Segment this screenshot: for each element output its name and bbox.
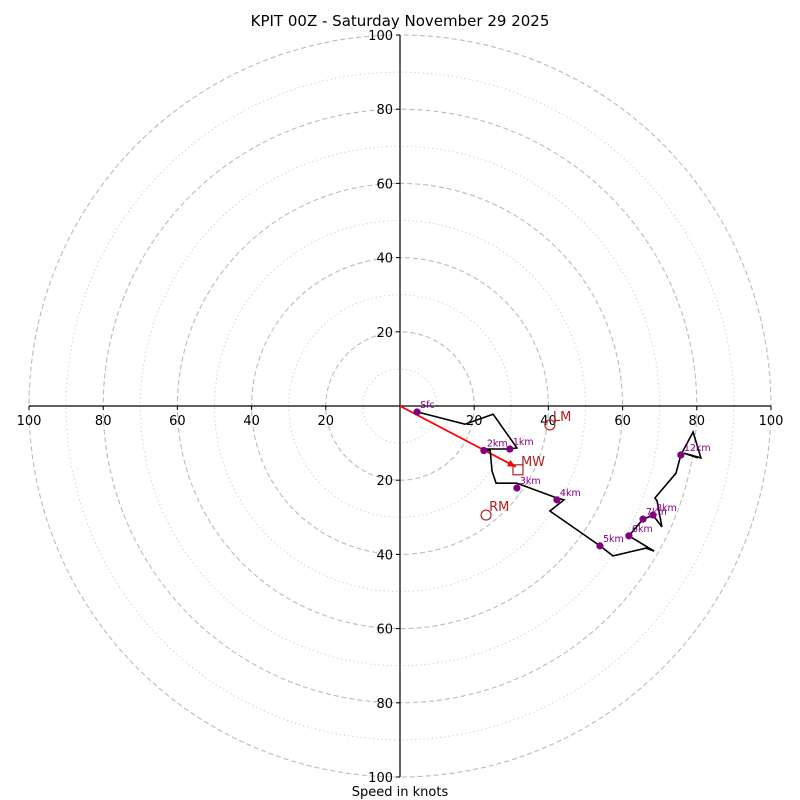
y-tick-label: 20: [376, 326, 393, 341]
x-tick-label: 80: [689, 414, 706, 429]
height-marker-3km-label: 3km: [520, 476, 541, 487]
height-marker-sfc: [413, 408, 421, 416]
storm-motion-group: MW LM RM: [480, 410, 571, 521]
tick-labels: 100 80 60 40 20 20 40 60 80 100100806040202040608…: [17, 29, 784, 786]
height-marker-6km: [625, 532, 633, 540]
height-marker-2km-label: 2km: [487, 439, 508, 450]
x-tick-label: 40: [540, 414, 557, 429]
y-tick-label: 80: [376, 103, 393, 118]
x-tick-label: 60: [614, 414, 631, 429]
height-marker-12km-label: 12km: [684, 443, 711, 454]
x-tick-label: 60: [169, 414, 186, 429]
height-marker-8km-label: 8km: [656, 503, 677, 514]
height-marker-1km-label: 1km: [513, 437, 534, 448]
y-tick-label: 60: [376, 177, 393, 192]
x-tick-label: 20: [318, 414, 335, 429]
chart-title: KPIT 00Z - Saturday November 29 2025: [251, 12, 550, 30]
height-marker-7km-label: 7km: [646, 507, 667, 518]
height-marker-6km-label: 6km: [632, 524, 653, 535]
height-marker-5km: [596, 542, 604, 550]
height-marker-5km-label: 5km: [603, 534, 624, 545]
x-tick-label: 100: [17, 414, 42, 429]
height-marker-8km: [649, 511, 657, 519]
height-marker-1km: [506, 445, 514, 453]
hodograph-trace-line: [416, 411, 703, 557]
height-marker-sfc-label: Sfc: [420, 400, 435, 411]
height-marker-4km-label: 4km: [560, 488, 581, 499]
y-tick-label: 60: [376, 623, 393, 638]
storm-motion-rm-marker: [480, 509, 492, 521]
height-marker-3km: [513, 484, 521, 492]
shear-vector-line: [399, 405, 517, 468]
y-tick-label: 100: [368, 771, 393, 786]
height-marker-7km: [639, 515, 647, 523]
storm-motion-mw-label: MW: [521, 455, 545, 470]
hodograph-trace-group: [416, 411, 703, 557]
y-tick-label: 100: [368, 29, 393, 44]
storm-motion-lm-marker: [544, 419, 556, 431]
storm-motion-rm-label: RM: [489, 500, 509, 515]
y-tick-label: 20: [376, 474, 393, 489]
x-axis-label: Speed in knots: [352, 785, 449, 800]
storm-motion-lm-label: LM: [553, 410, 571, 425]
y-tick-label: 40: [376, 252, 393, 267]
storm-motion-mw-marker: [512, 464, 524, 476]
x-tick-label: 40: [243, 414, 260, 429]
y-tick-label: 40: [376, 548, 393, 563]
x-tick-label: 100: [759, 414, 784, 429]
height-marker-12km: [677, 451, 685, 459]
height-marker-4km: [553, 496, 561, 504]
x-tick-label: 80: [95, 414, 112, 429]
height-marker-2km: [480, 446, 488, 455]
y-tick-label: 80: [376, 697, 393, 712]
